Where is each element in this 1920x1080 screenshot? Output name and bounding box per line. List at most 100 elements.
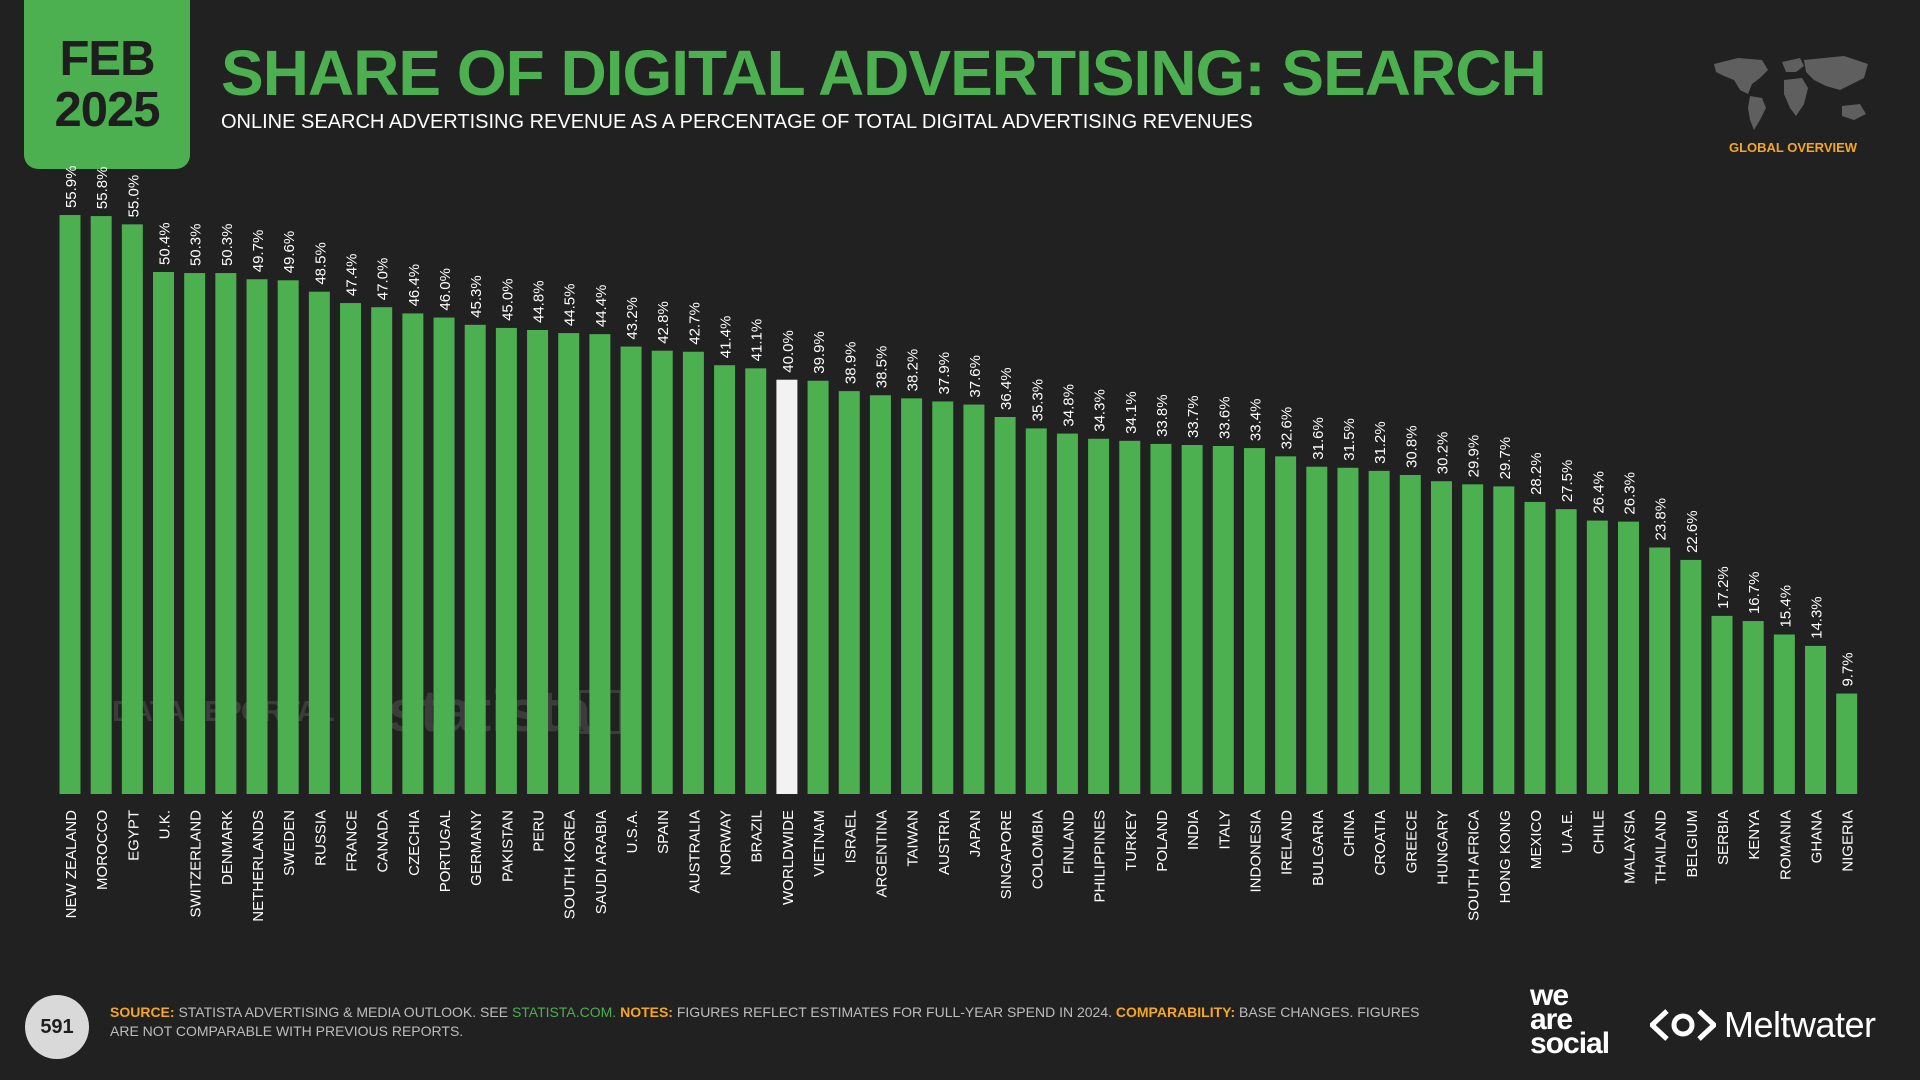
bar-netherlands xyxy=(246,279,268,794)
page-number: 591 xyxy=(25,995,89,1059)
value-label-netherlands: 49.7% xyxy=(250,230,267,273)
value-label-israel: 38.9% xyxy=(842,342,859,385)
category-label-u-a-e: U.A.E. xyxy=(1559,810,1576,853)
bar-italy xyxy=(1212,446,1234,794)
value-label-u-s-a: 43.2% xyxy=(624,297,641,340)
value-label-south-korea: 44.5% xyxy=(562,284,579,327)
bar-switzerland xyxy=(184,273,206,794)
value-label-finland: 34.8% xyxy=(1060,384,1077,427)
value-label-u-k: 50.4% xyxy=(157,222,174,265)
bar-india xyxy=(1181,444,1203,794)
bar-russia xyxy=(308,291,330,794)
bar-czechia xyxy=(402,313,424,794)
category-label-chile: CHILE xyxy=(1590,810,1607,854)
category-label-italy: ITALY xyxy=(1216,810,1233,849)
category-label-greece: GREECE xyxy=(1403,810,1420,873)
page-subtitle: ONLINE SEARCH ADVERTISING REVENUE AS A P… xyxy=(221,111,1253,133)
bar-chart: 55.9% NEW ZEALAND 55.8% MOROCCO 55.0% EGYPT 50… xyxy=(59,165,1858,922)
bar-canada xyxy=(371,307,393,794)
value-label-india: 33.7% xyxy=(1185,395,1202,438)
value-label-hungary: 30.2% xyxy=(1434,432,1451,475)
value-label-ireland: 32.6% xyxy=(1279,407,1296,450)
bar-greece xyxy=(1399,475,1421,794)
category-label-pakistan: PAKISTAN xyxy=(499,810,516,882)
world-map-icon xyxy=(1714,56,1868,130)
category-label-new-zealand: NEW ZEALAND xyxy=(63,810,80,919)
category-label-romania: ROMANIA xyxy=(1777,810,1794,880)
category-label-czechia: CZECHIA xyxy=(406,810,423,876)
bar-serbia xyxy=(1711,615,1733,794)
category-label-china: CHINA xyxy=(1341,810,1358,857)
category-label-russia: RUSSIA xyxy=(312,810,329,866)
bar-taiwan xyxy=(901,398,923,794)
category-label-morocco: MOROCCO xyxy=(94,810,111,890)
value-label-chile: 26.4% xyxy=(1590,471,1607,514)
value-label-australia: 42.7% xyxy=(686,302,703,345)
category-label-japan: JAPAN xyxy=(967,810,984,857)
bar-belgium xyxy=(1680,559,1702,794)
value-label-turkey: 34.1% xyxy=(1123,391,1140,434)
value-label-hong-kong: 29.7% xyxy=(1497,437,1514,480)
bar-ireland xyxy=(1275,456,1297,794)
bar-chile xyxy=(1586,520,1608,794)
bar-saudi-arabia xyxy=(589,334,611,794)
bar-indonesia xyxy=(1243,448,1265,794)
value-label-china: 31.5% xyxy=(1341,418,1358,461)
category-label-bulgaria: BULGARIA xyxy=(1310,810,1327,886)
category-label-croatia: CROATIA xyxy=(1372,810,1389,876)
bar-finland xyxy=(1056,433,1078,794)
notes-text: FIGURES REFLECT ESTIMATES FOR FULL-YEAR … xyxy=(676,1004,1112,1020)
category-label-taiwan: TAIWAN xyxy=(905,810,922,867)
bar-ghana xyxy=(1805,645,1827,794)
value-label-morocco: 55.8% xyxy=(94,167,111,210)
we-are-social-logo: we are social xyxy=(1530,979,1610,1060)
category-label-thailand: THAILAND xyxy=(1653,810,1670,884)
category-label-hungary: HUNGARY xyxy=(1434,810,1451,885)
category-label-turkey: TURKEY xyxy=(1123,810,1140,871)
category-label-finland: FINLAND xyxy=(1060,810,1077,874)
date-year: 2025 xyxy=(54,82,160,137)
value-label-serbia: 17.2% xyxy=(1715,566,1732,609)
bar-worldwide xyxy=(776,379,798,794)
value-label-philippines: 34.3% xyxy=(1092,389,1109,432)
value-label-austria: 37.9% xyxy=(936,352,953,395)
value-label-greece: 30.8% xyxy=(1403,425,1420,468)
bar-hungary xyxy=(1430,481,1452,794)
bar-poland xyxy=(1150,443,1172,794)
category-label-malaysia: MALAYSIA xyxy=(1622,810,1639,884)
value-label-brazil: 41.1% xyxy=(749,319,766,362)
meltwater-mark-icon xyxy=(1650,1009,1716,1041)
value-label-sweden: 49.6% xyxy=(281,231,298,274)
value-label-kenya: 16.7% xyxy=(1746,571,1763,614)
bar-new-zealand xyxy=(59,215,81,795)
bar-croatia xyxy=(1368,470,1390,794)
category-label-belgium: BELGIUM xyxy=(1684,810,1701,878)
category-label-indonesia: INDONESIA xyxy=(1247,810,1264,893)
bar-norway xyxy=(714,365,736,794)
value-label-poland: 33.8% xyxy=(1154,394,1171,437)
category-label-canada: CANADA xyxy=(375,810,392,873)
category-label-india: INDIA xyxy=(1185,810,1202,850)
category-label-singapore: SINGAPORE xyxy=(998,810,1015,899)
value-label-singapore: 36.4% xyxy=(998,367,1015,410)
value-label-new-zealand: 55.9% xyxy=(63,165,80,208)
category-label-colombia: COLOMBIA xyxy=(1029,810,1046,889)
bar-austria xyxy=(932,401,954,794)
bar-romania xyxy=(1773,634,1795,794)
value-label-norway: 41.4% xyxy=(718,316,735,359)
category-label-denmark: DENMARK xyxy=(219,810,236,885)
bar-hong-kong xyxy=(1493,486,1515,794)
category-label-ghana: GHANA xyxy=(1809,810,1826,863)
notes-label: NOTES: xyxy=(620,1004,673,1020)
value-label-south-africa: 29.9% xyxy=(1466,435,1483,478)
category-label-mexico: MEXICO xyxy=(1528,810,1545,869)
source-link[interactable]: STATISTA.COM. xyxy=(511,1004,617,1020)
value-label-romania: 15.4% xyxy=(1777,585,1794,628)
bar-portugal xyxy=(433,317,455,794)
category-label-france: FRANCE xyxy=(344,810,361,872)
bar-brazil xyxy=(745,368,767,794)
value-label-russia: 48.5% xyxy=(312,242,329,285)
bar-nigeria xyxy=(1836,693,1858,794)
value-label-japan: 37.6% xyxy=(967,355,984,398)
comparability-text: BASE CHANGES. FIGURES ARE NOT COMPARABLE… xyxy=(110,1004,1420,1039)
